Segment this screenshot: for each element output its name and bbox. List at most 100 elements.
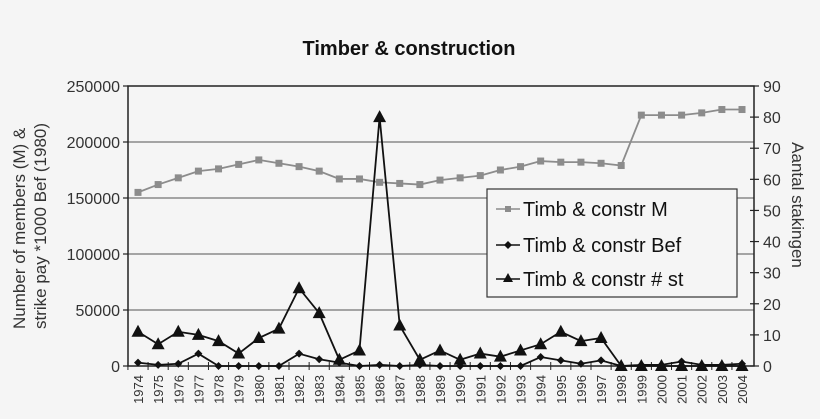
square-marker-icon — [456, 174, 464, 182]
legend-label-strikes: Timb & constr # st — [523, 269, 684, 291]
triangle-marker-icon — [191, 327, 205, 340]
square-marker-icon — [396, 179, 404, 187]
triangle-marker-icon — [312, 306, 326, 319]
x-tick-label: 2004 — [735, 375, 750, 404]
y2-tick-label: 60 — [763, 172, 781, 189]
series-triangle — [131, 110, 749, 371]
y-axis-label: Number of members (M) & strike pay *1000… — [10, 123, 50, 329]
x-tick-label: 1999 — [634, 375, 649, 404]
y-axis-label-line-2: strike pay *1000 Bef (1980) — [31, 123, 50, 329]
square-marker-icon — [436, 176, 444, 184]
legend-item-strikes: Timb & constr # st — [496, 269, 684, 291]
x-tick-label: 1989 — [433, 375, 448, 404]
diamond-marker-icon — [134, 358, 142, 367]
diamond-marker-icon — [315, 355, 324, 364]
square-marker-icon — [537, 157, 545, 165]
diamond-marker-icon — [234, 362, 243, 370]
square-marker-icon — [718, 106, 726, 114]
square-marker-icon — [134, 188, 142, 196]
square-marker-icon — [235, 160, 243, 168]
legend-label-members: Timb & constr M — [523, 199, 668, 221]
y2-tick-label: 80 — [763, 110, 781, 127]
series-square — [134, 106, 746, 196]
legend-item-members: Timb & constr M — [496, 199, 668, 221]
square-marker-icon — [295, 163, 303, 171]
diamond-marker-icon — [375, 360, 384, 369]
square-marker-icon — [597, 159, 605, 167]
y-tick-label: 150000 — [67, 191, 120, 208]
y-tick-label: 250000 — [67, 79, 120, 96]
triangle-marker-icon — [634, 359, 648, 371]
y2-tick-label: 0 — [763, 359, 772, 376]
triangle-marker-icon — [232, 346, 246, 359]
diamond-marker-icon — [274, 362, 283, 370]
diamond-marker-icon — [436, 362, 444, 370]
x-tick-label: 1978 — [212, 375, 227, 404]
x-tick-label: 1985 — [352, 375, 367, 404]
diamond-marker-icon — [576, 359, 585, 368]
square-marker-icon — [657, 111, 665, 119]
square-marker-icon — [174, 174, 182, 182]
x-tick-label: 1984 — [332, 375, 347, 404]
x-tick-label: 1992 — [493, 375, 508, 404]
triangle-marker-icon — [373, 110, 387, 123]
x-tick-label: 1977 — [191, 375, 206, 404]
square-marker-icon — [678, 111, 686, 119]
square-marker-icon — [476, 172, 484, 180]
diamond-marker-icon — [496, 362, 505, 370]
x-tick-label: 1980 — [252, 375, 267, 404]
triangle-marker-icon — [272, 321, 286, 334]
y-axis-left: 0 50000 100000 150000 200000 250000 — [67, 79, 128, 376]
y2-tick-label: 10 — [763, 328, 781, 345]
y-tick-label: 100000 — [67, 247, 120, 264]
y-axis-right: 0 10 20 30 40 50 60 70 80 90 — [750, 79, 781, 376]
diamond-marker-icon — [295, 349, 304, 358]
square-marker-icon — [275, 159, 283, 167]
square-marker-icon — [738, 106, 746, 114]
y-tick-label: 200000 — [67, 135, 120, 152]
x-tick-label: 1997 — [594, 375, 609, 404]
y2-tick-label: 30 — [763, 266, 781, 283]
legend-label-bef: Timb & constr Bef — [523, 235, 682, 257]
x-tick-label: 2003 — [715, 375, 730, 404]
triangle-marker-icon — [131, 324, 145, 337]
triangle-marker-icon — [352, 343, 366, 356]
square-marker-icon — [194, 167, 202, 175]
triangle-marker-icon — [413, 352, 427, 365]
y2-axis-label: Aantal stakingen — [788, 142, 807, 268]
legend: Timb & constr M Timb & constr Bef Timb &… — [486, 188, 738, 298]
x-tick-label: 1995 — [554, 375, 569, 404]
y-tick-label: 0 — [111, 359, 120, 376]
y2-tick-label: 40 — [763, 235, 781, 252]
diamond-marker-icon — [154, 360, 163, 369]
y2-tick-label: 70 — [763, 141, 781, 158]
x-tick-label: 1981 — [272, 375, 287, 404]
series-group — [131, 106, 749, 371]
diamond-marker-icon — [476, 362, 485, 370]
x-tick-label: 1974 — [131, 375, 146, 404]
y2-tick-label: 50 — [763, 203, 781, 220]
y-tick-label: 50000 — [76, 303, 121, 320]
x-tick-label: 1988 — [413, 375, 428, 404]
square-marker-icon — [698, 109, 706, 117]
x-tick-label: 1983 — [312, 375, 327, 404]
x-tick-label: 1998 — [614, 375, 629, 404]
triangle-marker-icon — [473, 346, 487, 359]
diamond-marker-icon — [504, 241, 512, 249]
x-tick-label: 2002 — [695, 375, 710, 404]
triangle-marker-icon — [614, 359, 628, 371]
triangle-marker-icon — [554, 324, 568, 337]
legend-item-bef: Timb & constr Bef — [496, 235, 682, 257]
square-marker-icon — [335, 175, 343, 183]
x-tick-label: 1990 — [453, 375, 468, 404]
legend-box — [486, 188, 738, 298]
x-tick-label: 1986 — [373, 375, 388, 404]
square-marker-icon — [416, 181, 424, 189]
diamond-marker-icon — [174, 359, 183, 368]
square-marker-icon — [355, 175, 363, 183]
triangle-marker-icon — [735, 359, 749, 371]
triangle-marker-icon — [503, 273, 513, 282]
triangle-marker-icon — [252, 331, 266, 343]
x-tick-label: 1982 — [292, 375, 307, 404]
